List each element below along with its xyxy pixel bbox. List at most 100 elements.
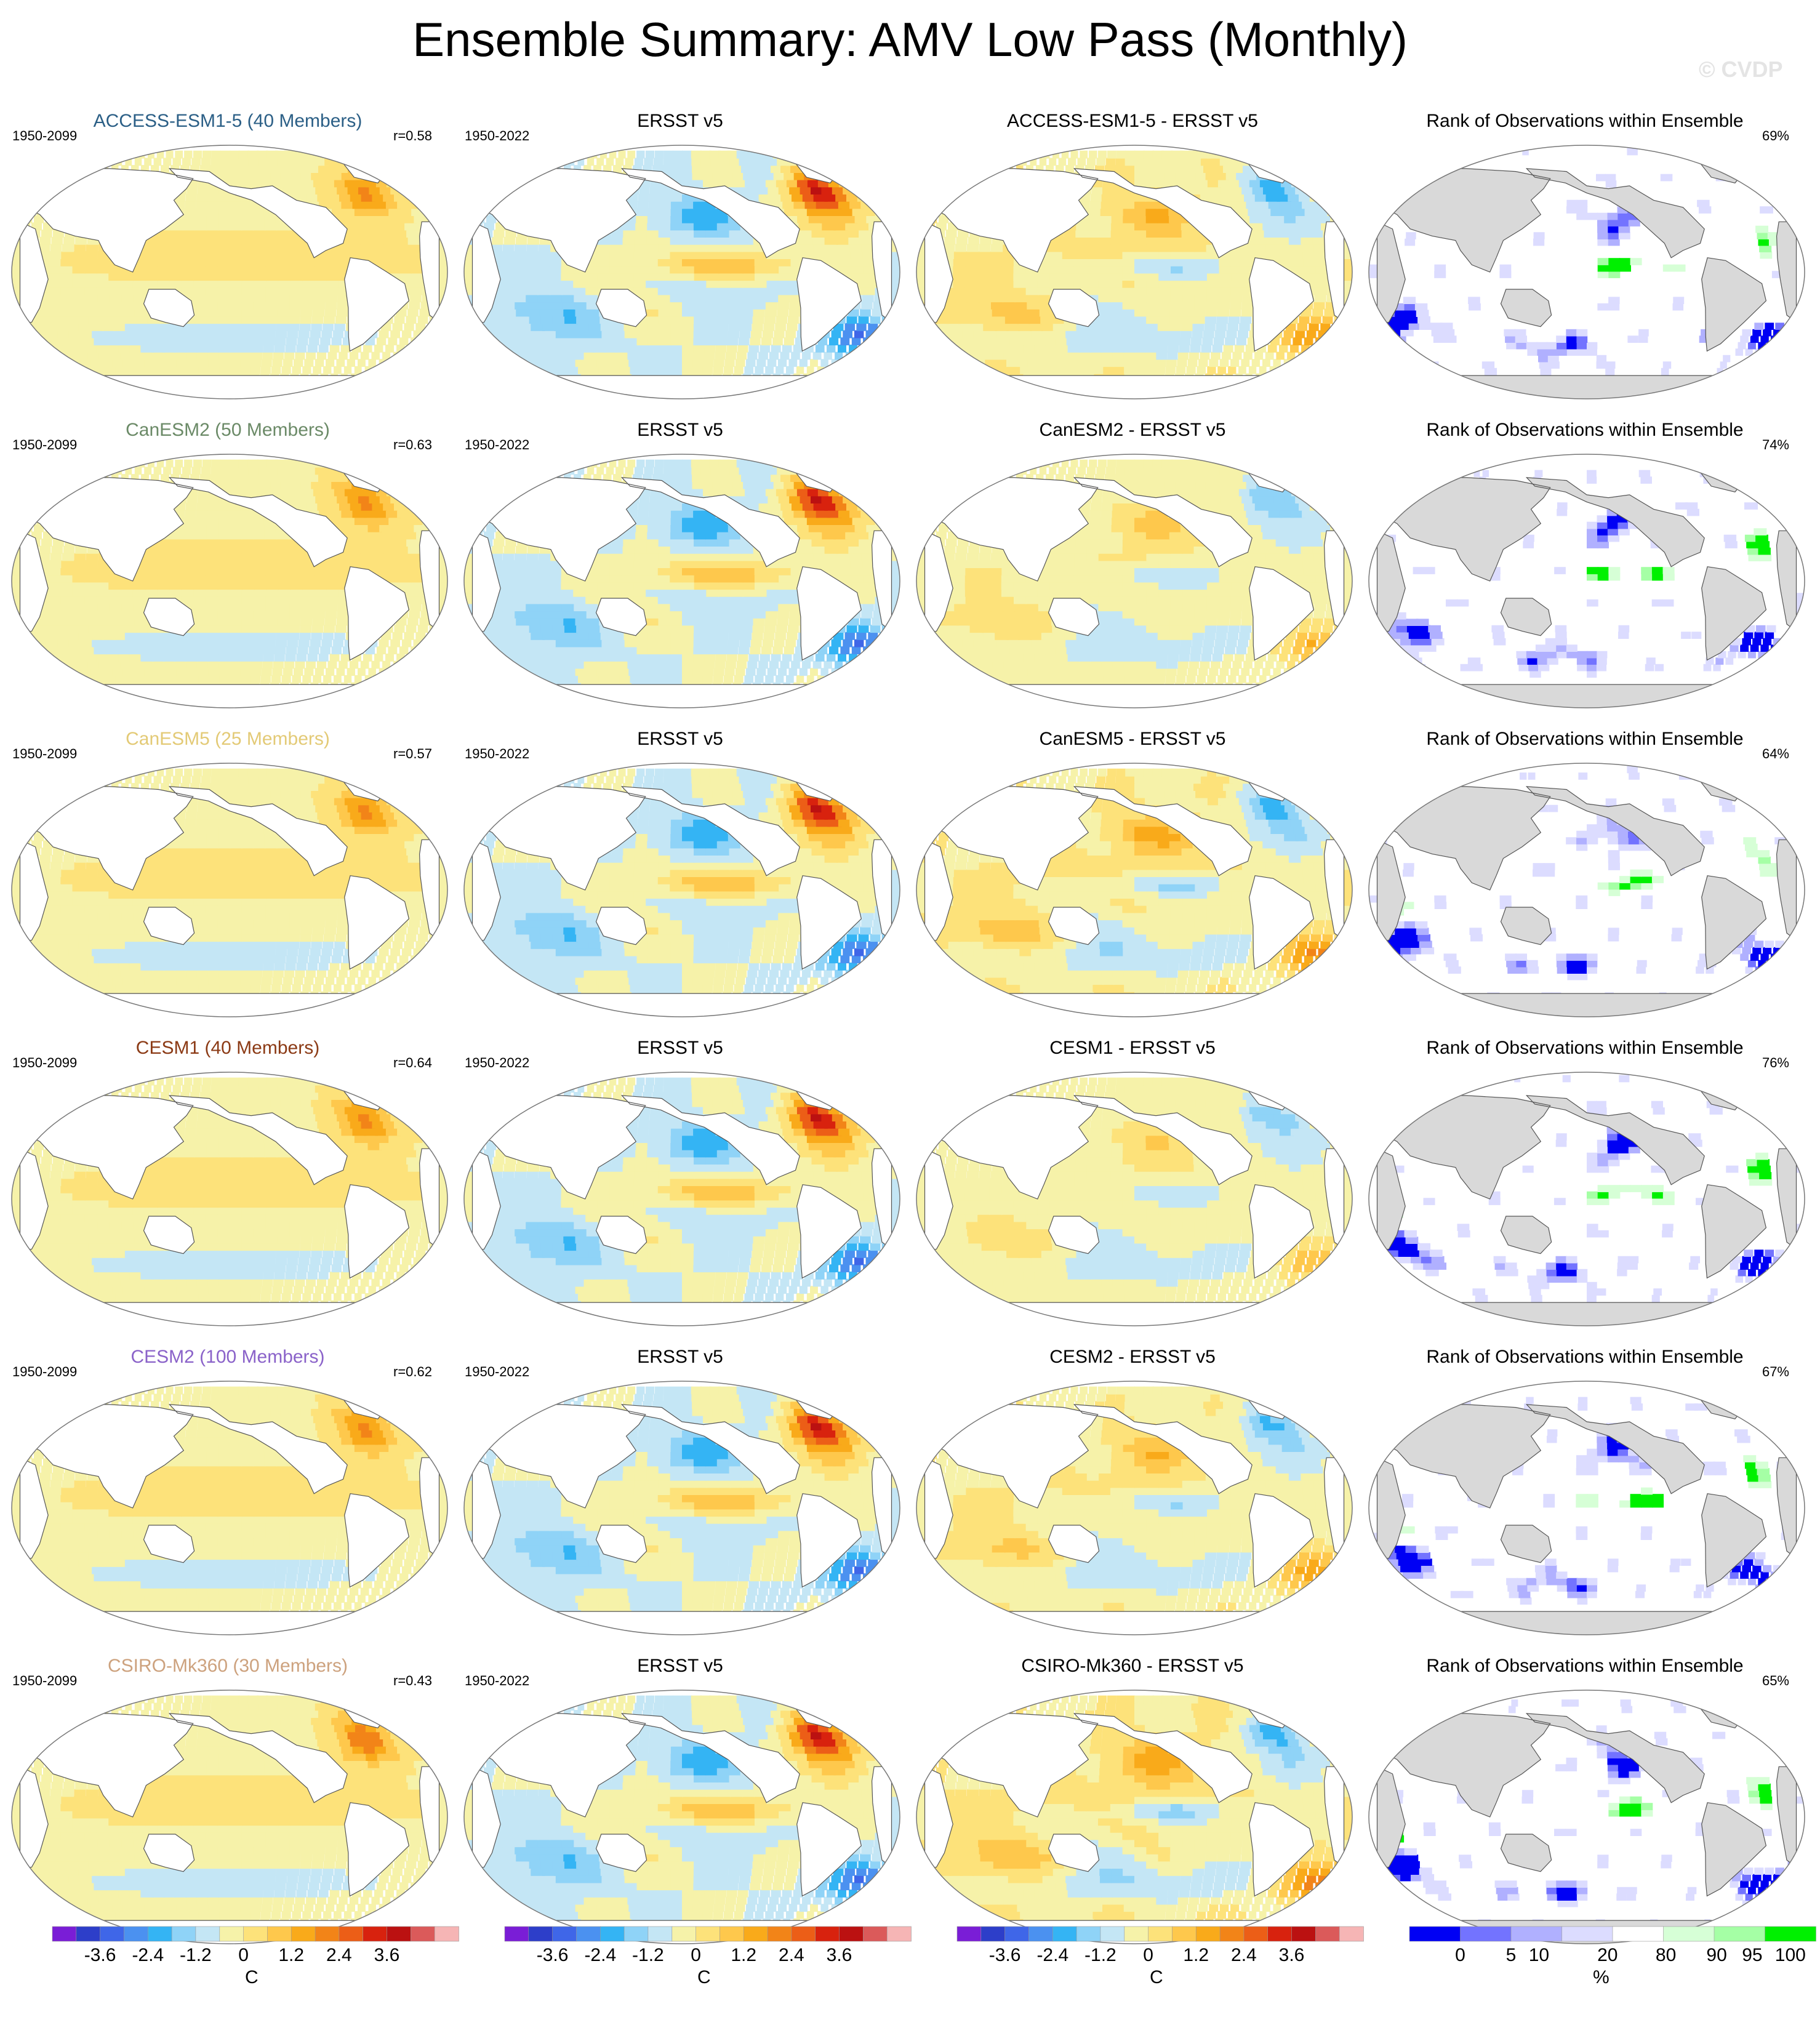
colorbar-swatch [647, 1926, 673, 1942]
pattern-correlation: r=0.63 [393, 437, 432, 453]
model-map-wrap [9, 1688, 450, 1949]
obs-panel: ERSST v5 1950-2022 [452, 1019, 908, 1328]
colorbar-unit: C [1150, 1967, 1163, 1988]
colorbar-swatch [195, 1926, 220, 1942]
colorbar-swatch [171, 1926, 196, 1942]
obs-panel: ERSST v5 1950-2022 [452, 1637, 908, 1946]
colorbar-swatch [600, 1926, 625, 1942]
colorbar-swatch [720, 1926, 744, 1942]
summary-row: CSIRO-Mk360 (30 Members) 1950-2099 r=0.43 E… [0, 1637, 1820, 1946]
rank-colorbar: 0 5 10 20 80 90 95 100% [1382, 1924, 1820, 2041]
map-border [11, 1072, 448, 1326]
pattern-correlation: r=0.57 [393, 746, 432, 762]
colorbar-swatch [1663, 1926, 1715, 1942]
colorbar-swatch [1052, 1926, 1077, 1942]
colorbar-swatch [124, 1926, 149, 1942]
map-border [916, 454, 1353, 708]
map-border [916, 145, 1353, 399]
rank-map-wrap [1366, 1070, 1807, 1331]
rank-percent: 74% [1762, 437, 1789, 453]
colorbar-tick-label: -2.4 [584, 1945, 616, 1965]
diff-panel: CSIRO-Mk360 - ERSST v5 [905, 1637, 1360, 1946]
obs-panel-title: ERSST v5 [452, 1656, 908, 1677]
map-border [463, 763, 900, 1017]
diff-panel-title: ACCESS-ESM1-5 - ERSST v5 [905, 111, 1360, 132]
diff-map-wrap [914, 761, 1355, 1022]
colorbar-swatch [623, 1926, 649, 1942]
colorbar-swatch [76, 1926, 101, 1942]
map-border [916, 1690, 1353, 1944]
colorbar-swatch [219, 1926, 244, 1942]
summary-row: CESM1 (40 Members) 1950-2099 r=0.64 ERSST v… [0, 1019, 1820, 1328]
map-border [11, 1690, 448, 1944]
model-panel-title: CESM1 (40 Members) [0, 1038, 455, 1059]
model-map-wrap [9, 1379, 450, 1640]
model-map [11, 454, 448, 708]
obs-period: 1950-2022 [465, 437, 529, 453]
obs-map [463, 454, 900, 708]
colorbar-tick-label: 95 [1742, 1945, 1762, 1965]
page-title: Ensemble Summary: AMV Low Pass (Monthly) [0, 9, 1820, 70]
map-border [916, 763, 1353, 1017]
map-border [463, 454, 900, 708]
colorbar-swatch [504, 1926, 529, 1942]
colorbar-tick-label: 0 [1455, 1945, 1465, 1965]
model-panel: CESM2 (100 Members) 1950-2099 r=0.62 [0, 1328, 455, 1637]
summary-row: CanESM5 (25 Members) 1950-2099 r=0.57 ERSST… [0, 710, 1820, 1019]
diff-panel-title: CSIRO-Mk360 - ERSST v5 [905, 1656, 1360, 1677]
colorbar-unit: % [1593, 1967, 1610, 1988]
model-panel-title: CanESM2 (50 Members) [0, 420, 455, 441]
rank-panel: Rank of Observations within Ensemble 76% [1357, 1019, 1813, 1328]
obs-period: 1950-2022 [465, 746, 529, 762]
colorbar-tick-label: 3.6 [827, 1945, 852, 1965]
model-panel: CanESM2 (50 Members) 1950-2099 r=0.63 [0, 401, 455, 710]
model-map [11, 145, 448, 399]
colorbar-swatch [980, 1926, 1006, 1942]
colorbar-swatch [52, 1926, 77, 1942]
obs-period: 1950-2022 [465, 1055, 529, 1071]
rank-map [1368, 1072, 1805, 1326]
colorbar-swatch [1219, 1926, 1245, 1942]
diff-panel: ACCESS-ESM1-5 - ERSST v5 [905, 92, 1360, 401]
obs-panel-title: ERSST v5 [452, 420, 908, 441]
map-border [463, 145, 900, 399]
diff-map [916, 145, 1353, 399]
colorbar-swatch [1172, 1926, 1197, 1942]
colorbar-tick-label: 1.2 [1183, 1945, 1209, 1965]
colorbar-swatch [315, 1926, 340, 1942]
rank-panel-title: Rank of Observations within Ensemble [1357, 420, 1813, 441]
diff-panel-title: CanESM2 - ERSST v5 [905, 420, 1360, 441]
colorbar-swatch [576, 1926, 601, 1942]
colorbar-swatch [1028, 1926, 1054, 1942]
colorbar-tick-label: 3.6 [374, 1945, 400, 1965]
colorbar-swatch [886, 1926, 912, 1942]
colorbar-swatch [1243, 1926, 1269, 1942]
map-border [11, 454, 448, 708]
diff-map-wrap [914, 1070, 1355, 1331]
rank-panel-title: Rank of Observations within Ensemble [1357, 1656, 1813, 1677]
rank-map-wrap [1366, 1688, 1807, 1949]
rank-percent: 76% [1762, 1055, 1789, 1071]
colorbar-swatch [1714, 1926, 1766, 1942]
rank-panel-title: Rank of Observations within Ensemble [1357, 111, 1813, 132]
colorbar-swatch [1148, 1926, 1173, 1942]
colorbar-swatch [1076, 1926, 1101, 1942]
model-period: 1950-2099 [12, 1364, 77, 1380]
map-border [11, 145, 448, 399]
colorbar-unit: C [697, 1967, 711, 1988]
obs-panel-title: ERSST v5 [452, 729, 908, 750]
rank-map [1368, 1690, 1805, 1944]
obs-map [463, 763, 900, 1017]
rank-panel: Rank of Observations within Ensemble 65% [1357, 1637, 1813, 1946]
rank-panel-title: Rank of Observations within Ensemble [1357, 1038, 1813, 1059]
pattern-correlation: r=0.43 [393, 1673, 432, 1689]
colorbar-tick-label: 3.6 [1279, 1945, 1305, 1965]
model-panel-title: CSIRO-Mk360 (30 Members) [0, 1656, 455, 1677]
obs-map [463, 1690, 900, 1944]
rank-panel: Rank of Observations within Ensemble 69% [1357, 92, 1813, 401]
rank-map-wrap [1366, 1379, 1807, 1640]
colorbar-tick-label: 2.4 [326, 1945, 352, 1965]
map-border [1368, 763, 1805, 1017]
model-map [11, 1072, 448, 1326]
colorbar-swatch [1765, 1926, 1816, 1942]
